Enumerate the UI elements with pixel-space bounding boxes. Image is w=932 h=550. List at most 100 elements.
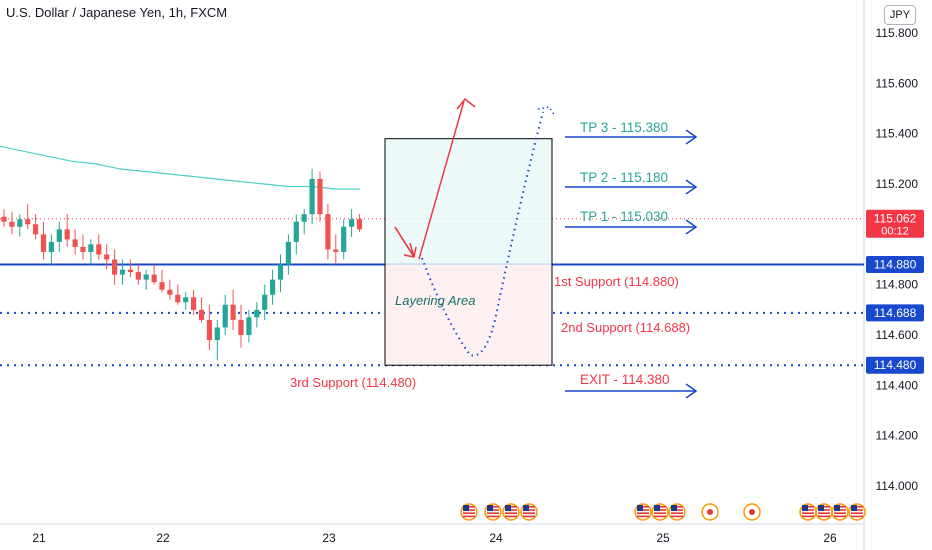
us-flag-icon[interactable] — [484, 503, 502, 521]
candle-body — [293, 221, 299, 242]
us-flag-icon[interactable] — [651, 503, 669, 521]
price-axis-badge — [866, 356, 924, 374]
position-box-border — [384, 138, 553, 366]
target-arrow-line — [418, 100, 465, 260]
price-axis-badge-label: 114.880 — [874, 258, 917, 272]
support2-label: 2nd Support (114.688) — [561, 320, 690, 335]
y-tick-label: 115.600 — [876, 76, 919, 90]
candle-body — [222, 304, 228, 328]
candle-body — [183, 297, 189, 303]
tp1-label: TP 1 - 115.030 — [580, 209, 668, 224]
candle-body — [206, 319, 212, 341]
us-flag-icon[interactable] — [848, 503, 866, 521]
us-flag-icon[interactable] — [799, 503, 817, 521]
support1-label: 1st Support (114.880) — [554, 274, 679, 289]
candle-body — [1, 216, 7, 222]
jp-flag-icon[interactable] — [701, 503, 719, 521]
candle-body — [238, 319, 244, 335]
candle-body — [48, 241, 54, 252]
candle-body — [167, 289, 173, 295]
candle-body — [254, 309, 260, 318]
candle-body — [246, 317, 252, 335]
candle-body — [40, 234, 47, 252]
candle-body — [159, 282, 165, 290]
x-tick-label: 21 — [32, 531, 46, 545]
layering-area-label: Layering Area — [395, 293, 475, 308]
moving-average-line — [0, 145, 360, 190]
countdown-label: 00:12 — [881, 226, 909, 238]
currency-button[interactable]: JPY — [884, 5, 916, 25]
tp2-label: TP 2 - 115.180 — [580, 170, 668, 185]
price-axis-badge-label: 114.688 — [874, 306, 917, 320]
layering-zone — [385, 264, 552, 366]
exit-label: EXIT - 114.380 — [580, 372, 670, 387]
target-arrow-head — [456, 97, 476, 110]
candle-body — [309, 178, 315, 215]
candle-body — [262, 294, 268, 310]
candle-body — [9, 221, 15, 227]
us-flag-icon[interactable] — [831, 503, 849, 521]
x-tick-label: 25 — [656, 531, 670, 545]
candle-body — [112, 259, 118, 275]
candle-body — [341, 226, 347, 252]
candle-body — [175, 294, 181, 303]
candle-body — [333, 249, 339, 252]
candle-body — [17, 219, 23, 227]
candle-body — [270, 279, 276, 295]
candle-body — [214, 327, 220, 341]
candle-body — [80, 246, 86, 252]
exit-arrow-head — [685, 383, 698, 399]
candle-body — [349, 219, 355, 227]
price-axis-badge — [866, 256, 924, 274]
candle-body — [325, 214, 331, 250]
us-flag-icon[interactable] — [815, 503, 833, 521]
y-tick-label: 114.800 — [876, 278, 919, 292]
scenario-path-arrowhead — [537, 106, 556, 117]
support3-label: 3rd Support (114.480) — [290, 375, 416, 390]
candle-body — [191, 297, 197, 310]
y-tick-label: 114.200 — [876, 429, 919, 443]
x-tick-label: 24 — [489, 531, 503, 545]
tp2-arrow-head — [685, 179, 698, 195]
chart-title: U.S. Dollar / Japanese Yen, 1h, FXCM — [6, 5, 228, 20]
candle-body — [356, 219, 363, 230]
jp-flag-icon[interactable] — [743, 503, 761, 521]
candle-body — [33, 224, 39, 235]
candle-body — [72, 239, 78, 247]
candle-body — [56, 229, 62, 242]
candle-body — [25, 219, 31, 225]
y-tick-label: 115.800 — [876, 26, 919, 40]
candle-body — [135, 272, 141, 280]
y-tick-label: 114.400 — [876, 378, 919, 392]
x-tick-label: 22 — [156, 531, 170, 545]
candle-body — [198, 309, 205, 320]
us-flag-icon[interactable] — [502, 503, 520, 521]
x-tick-label: 23 — [322, 531, 336, 545]
target-zone — [385, 138, 552, 265]
y-tick-label: 115.200 — [876, 177, 919, 191]
entry-arrow-line — [394, 226, 415, 258]
price-axis-badge-label: 114.480 — [874, 358, 917, 372]
candle-body — [143, 274, 149, 280]
candle-body — [230, 304, 236, 320]
price-axis-badge-label: 115.062 — [874, 212, 917, 226]
tp3-label: TP 3 - 115.380 — [580, 120, 668, 135]
candle-body — [151, 274, 157, 283]
candle-body — [277, 264, 284, 280]
y-tick-label: 114.000 — [876, 479, 919, 493]
x-tick-label: 26 — [823, 531, 837, 545]
us-flag-icon[interactable] — [460, 503, 478, 521]
us-flag-icon[interactable] — [520, 503, 538, 521]
candle-body — [317, 178, 323, 215]
us-flag-icon[interactable] — [634, 503, 652, 521]
candle-body — [96, 244, 102, 255]
price-axis-badge — [866, 209, 924, 238]
us-flag-icon[interactable] — [668, 503, 686, 521]
scenario-path — [421, 111, 544, 357]
tp1-arrow-head — [685, 219, 698, 235]
y-tick-label: 114.600 — [876, 328, 919, 342]
candle-body — [104, 254, 110, 260]
candle-body — [88, 244, 94, 252]
candle-body — [285, 241, 291, 265]
